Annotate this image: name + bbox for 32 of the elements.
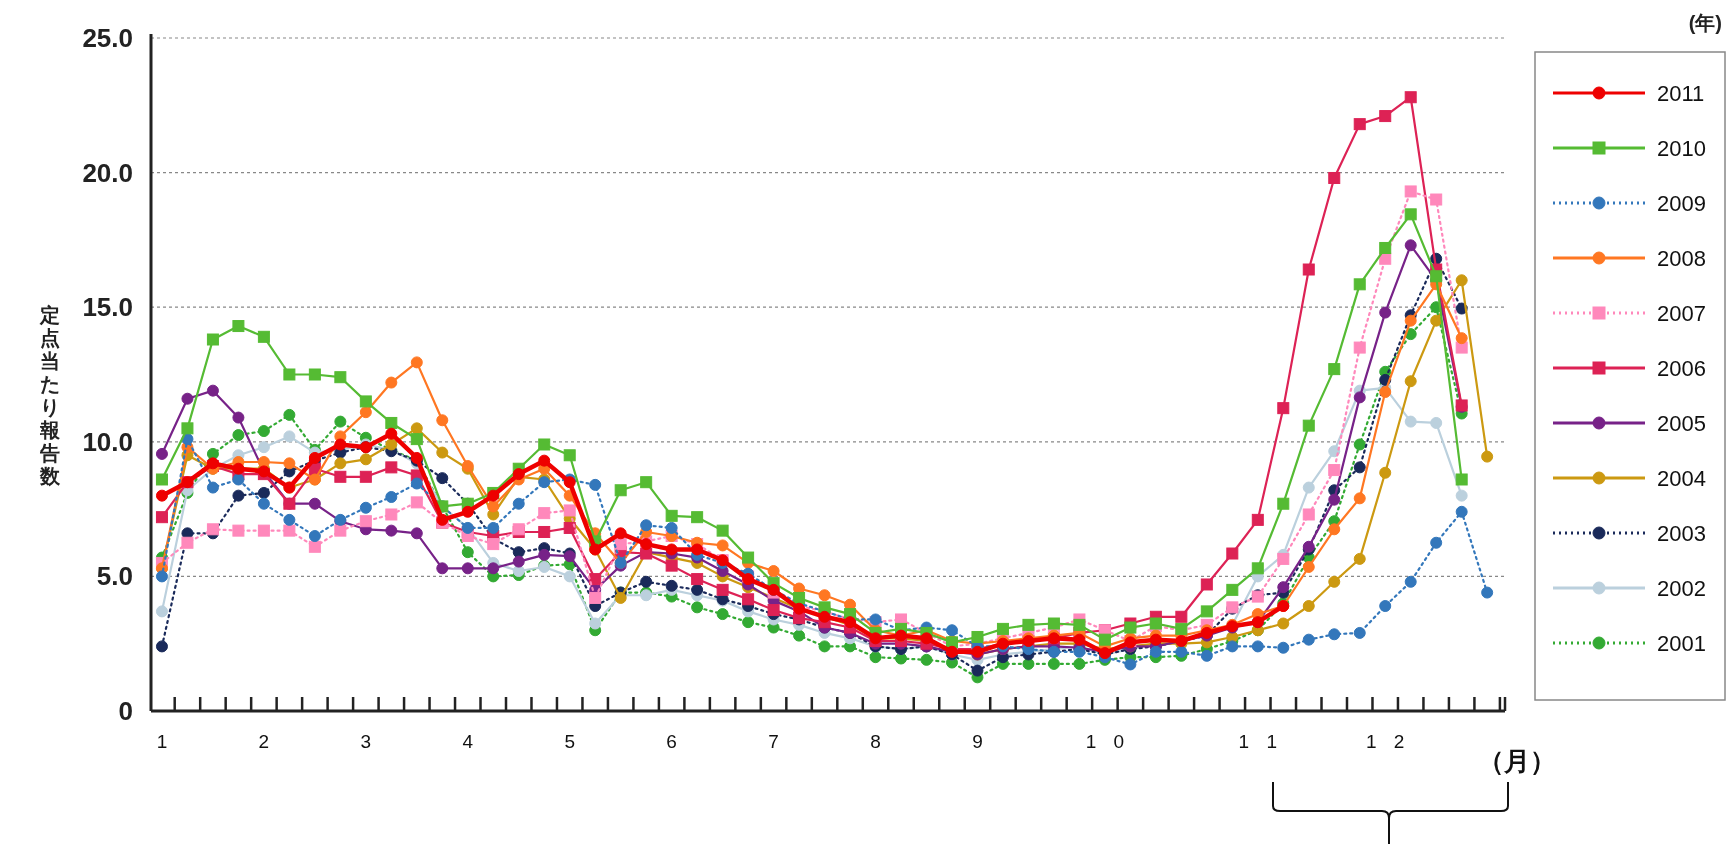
- x-tick-label: 9: [972, 731, 983, 752]
- y-tick-label: 20.0: [82, 157, 133, 188]
- legend-label: 2002: [1657, 576, 1706, 601]
- y-tick-label: 25.0: [82, 23, 133, 53]
- legend-label: 2003: [1657, 521, 1706, 546]
- legend-title: (年): [1688, 12, 1722, 34]
- x-tick-label: 1: [156, 731, 168, 752]
- x-tick-label: 8: [870, 731, 881, 752]
- legend-label: 2005: [1657, 411, 1706, 436]
- legend-label: 2008: [1657, 246, 1706, 271]
- x-tick-label: 4: [462, 731, 474, 752]
- legend-label: 2004: [1657, 466, 1706, 491]
- legend-label: 2006: [1657, 356, 1706, 381]
- legend-label: 2011: [1657, 81, 1705, 106]
- legend-label: 2001: [1657, 631, 1706, 656]
- x-tick-label: 5: [564, 731, 575, 752]
- x-tick-label: 6: [666, 731, 677, 752]
- legend-label: 2007: [1657, 301, 1706, 326]
- legend-label: 2010: [1657, 136, 1706, 161]
- legend-label: 2009: [1657, 191, 1706, 216]
- x-tick-label: 2: [258, 731, 270, 752]
- x-tick-label: 3: [360, 731, 372, 752]
- y-tick-label: 10.0: [82, 426, 133, 457]
- y-axis-title: 定点当たり報告数: [40, 303, 60, 487]
- x-tick-label: 1 2: [1366, 731, 1405, 752]
- y-tick-label: 15.0: [82, 292, 133, 323]
- x-tick-label: 1 1: [1238, 731, 1278, 752]
- x-axis-title: （月）: [1478, 746, 1556, 776]
- y-tick-label: 0: [118, 696, 133, 726]
- x-tick-label: 7: [768, 731, 779, 752]
- x-tick-label: 1 0: [1085, 731, 1125, 752]
- y-tick-label: 5.0: [96, 561, 133, 592]
